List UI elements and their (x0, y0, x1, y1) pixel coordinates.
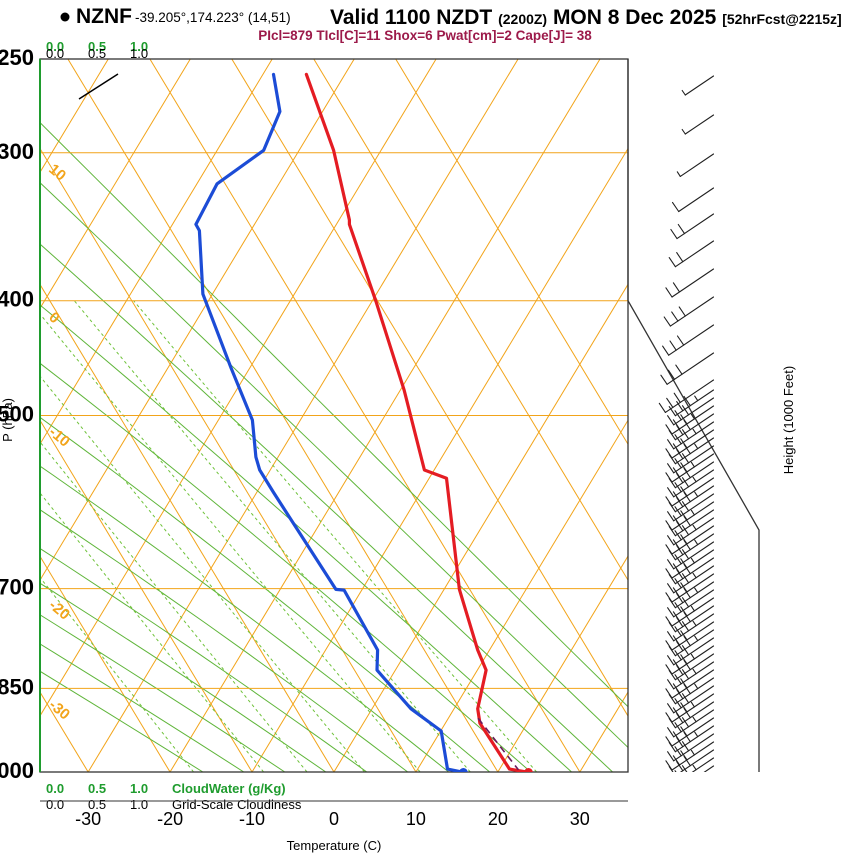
svg-text:400: 400 (0, 287, 34, 312)
svg-text:0.5: 0.5 (88, 46, 106, 61)
svg-text:0: 0 (329, 809, 339, 829)
svg-text:0.0: 0.0 (46, 46, 64, 61)
svg-text:0.0: 0.0 (46, 797, 64, 812)
svg-text:-20: -20 (45, 597, 73, 624)
svg-text:-20: -20 (157, 809, 183, 829)
svg-text:850: 850 (0, 674, 34, 699)
svg-text:1000: 1000 (0, 758, 34, 783)
svg-text:1.0: 1.0 (130, 781, 148, 796)
svg-text:30: 30 (570, 809, 590, 829)
svg-text:300: 300 (0, 139, 34, 164)
svg-text:Grid-Scale Cloudiness: Grid-Scale Cloudiness (172, 797, 302, 812)
svg-text:10: 10 (406, 809, 426, 829)
svg-text:1.0: 1.0 (130, 46, 148, 61)
svg-text:PIcl=879 TIcl[C]=11 Shox=6 Pwa: PIcl=879 TIcl[C]=11 Shox=6 Pwat[cm]=2 Ca… (258, 28, 592, 43)
svg-text:-10: -10 (239, 809, 265, 829)
svg-text:Temperature (C): Temperature (C) (287, 838, 382, 853)
svg-text:-39.205°,174.223° (14,51): -39.205°,174.223° (14,51) (135, 10, 291, 25)
svg-text:1.0: 1.0 (130, 797, 148, 812)
svg-text:Height (1000 Feet): Height (1000 Feet) (781, 366, 796, 474)
svg-text:20: 20 (488, 809, 508, 829)
svg-text:0.0: 0.0 (46, 781, 64, 796)
svg-text:NZNF: NZNF (76, 5, 132, 28)
svg-text:Valid 1100 NZDT (2200Z) MON 8: Valid 1100 NZDT (2200Z) MON 8 Dec 2025 [… (330, 6, 842, 29)
svg-text:-30: -30 (75, 809, 101, 829)
svg-text:CloudWater (g/Kg): CloudWater (g/Kg) (172, 781, 286, 796)
svg-text:700: 700 (0, 575, 34, 600)
svg-text:250: 250 (0, 45, 34, 70)
svg-text:0.5: 0.5 (88, 781, 106, 796)
svg-text:500: 500 (0, 402, 34, 427)
